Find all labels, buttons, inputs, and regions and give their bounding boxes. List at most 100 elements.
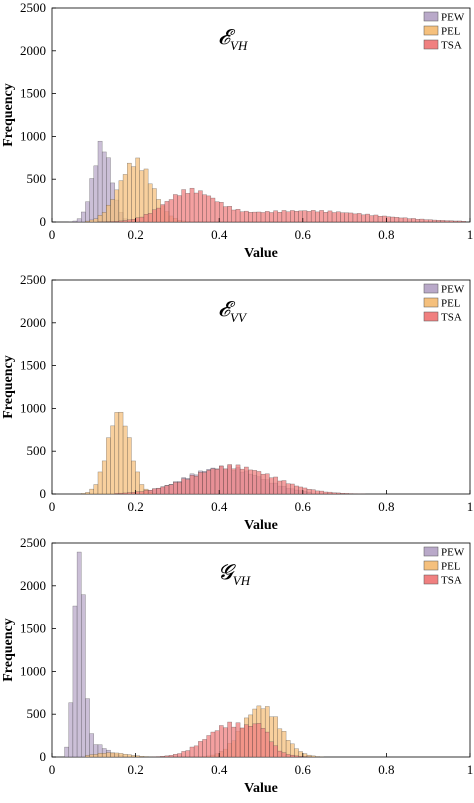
- bar-tsa: [164, 755, 170, 758]
- bar-tsa: [244, 210, 249, 223]
- bar-tsa: [319, 210, 324, 223]
- bar-tsa: [135, 491, 140, 495]
- bar-tsa: [269, 212, 274, 223]
- bar-tsa: [348, 212, 354, 223]
- y-tick-label: 1000: [20, 128, 46, 143]
- bar-tsa: [177, 753, 182, 758]
- bar-pel: [114, 752, 120, 758]
- bar-tsa: [298, 486, 303, 495]
- x-tick-label: 0.6: [295, 227, 312, 242]
- bar-pel: [135, 471, 140, 495]
- bar-pel: [97, 471, 103, 495]
- bar-tsa: [143, 214, 149, 223]
- bar-tsa: [290, 754, 295, 758]
- bar-tsa: [256, 471, 262, 495]
- panel-title: 𝓔VH: [218, 25, 248, 53]
- bar-pel: [143, 168, 149, 223]
- bar-tsa: [189, 746, 195, 758]
- bar-pel: [310, 755, 316, 758]
- bar-pel: [131, 460, 136, 495]
- bar-pel: [131, 166, 136, 223]
- bar-tsa: [239, 727, 245, 758]
- bar-pel: [101, 212, 107, 223]
- x-tick-label: 0.4: [211, 227, 228, 242]
- bar-pew: [72, 605, 78, 758]
- y-tick-label: 0: [40, 749, 47, 764]
- bar-tsa: [206, 195, 212, 223]
- bar-pel: [89, 754, 95, 758]
- bar-pel: [139, 756, 145, 758]
- bar-tsa: [118, 492, 124, 495]
- bar-tsa: [227, 464, 232, 495]
- y-tick-label: 1500: [20, 621, 46, 636]
- x-tick-label: 0.8: [378, 762, 394, 777]
- bar-pel: [127, 754, 132, 758]
- bar-pew: [64, 746, 69, 758]
- bar-pel: [127, 162, 132, 223]
- bar-tsa: [315, 211, 320, 223]
- bar-pew: [81, 211, 86, 223]
- panel-title-subscript: VH: [230, 38, 248, 53]
- bar-pel: [122, 425, 128, 495]
- bar-tsa: [127, 219, 132, 223]
- bar-tsa: [306, 489, 312, 495]
- bar-tsa: [285, 211, 291, 223]
- y-tick-label: 1500: [20, 86, 46, 101]
- bar-tsa: [139, 216, 145, 223]
- y-tick-label: 500: [27, 171, 47, 186]
- legend-swatch-pew: [423, 546, 439, 557]
- x-axis-label: Value: [244, 246, 278, 261]
- bar-tsa: [252, 723, 258, 758]
- x-axis-label: Value: [244, 781, 278, 796]
- x-tick-label: 1: [467, 762, 474, 777]
- y-axis-label: Frequency: [1, 355, 16, 419]
- bar-tsa: [173, 194, 178, 223]
- bar-tsa: [210, 468, 216, 495]
- bar-pel: [85, 755, 90, 758]
- bar-tsa: [281, 752, 287, 758]
- bar-tsa: [398, 217, 404, 223]
- bar-pel: [93, 218, 99, 223]
- bar-tsa: [181, 751, 186, 758]
- bar-tsa: [269, 477, 274, 495]
- bar-tsa: [143, 490, 149, 495]
- bar-pel: [93, 484, 99, 495]
- bar-pel: [85, 492, 90, 495]
- bar-tsa: [310, 489, 316, 495]
- bar-tsa: [210, 197, 216, 223]
- bar-tsa: [185, 750, 191, 758]
- legend-label-tsa: TSA: [441, 312, 462, 324]
- bar-tsa: [114, 493, 120, 495]
- x-tick-label: 0: [49, 499, 56, 514]
- bar-tsa: [277, 750, 283, 758]
- legend: PEW PEL TSA: [423, 546, 465, 587]
- bar-pel: [114, 189, 120, 223]
- x-tick-label: 0.8: [378, 227, 394, 242]
- bar-tsa: [277, 212, 283, 223]
- panel-title-subscript: VH: [233, 573, 251, 588]
- bar-pel: [315, 756, 320, 758]
- bar-tsa: [156, 488, 161, 495]
- bar-tsa: [373, 214, 379, 223]
- x-tick-label: 0.6: [295, 499, 312, 514]
- bar-tsa: [273, 745, 278, 758]
- bar-tsa: [269, 741, 274, 758]
- legend-label-pel: PEL: [441, 26, 461, 38]
- bar-tsa: [440, 220, 446, 223]
- bar-tsa: [340, 493, 345, 495]
- bar-tsa: [218, 202, 224, 223]
- bar-tsa: [160, 486, 166, 495]
- bar-pel: [122, 753, 128, 758]
- bar-tsa: [177, 195, 182, 223]
- bar-tsa: [419, 218, 425, 223]
- bar-tsa: [402, 217, 408, 223]
- bar-pel: [131, 755, 136, 758]
- bar-tsa: [173, 754, 178, 758]
- bar-tsa: [411, 218, 416, 223]
- histogram-panel-evv: 0 500 1000 1500 2000 2500 0 0.2 0.4 0.6 0.8 1 Value F…: [0, 272, 474, 540]
- bar-tsa: [231, 468, 237, 495]
- bar-tsa: [235, 722, 241, 758]
- x-tick-label: 0.6: [295, 762, 312, 777]
- bar-pel: [101, 753, 107, 758]
- bar-tsa: [227, 206, 232, 223]
